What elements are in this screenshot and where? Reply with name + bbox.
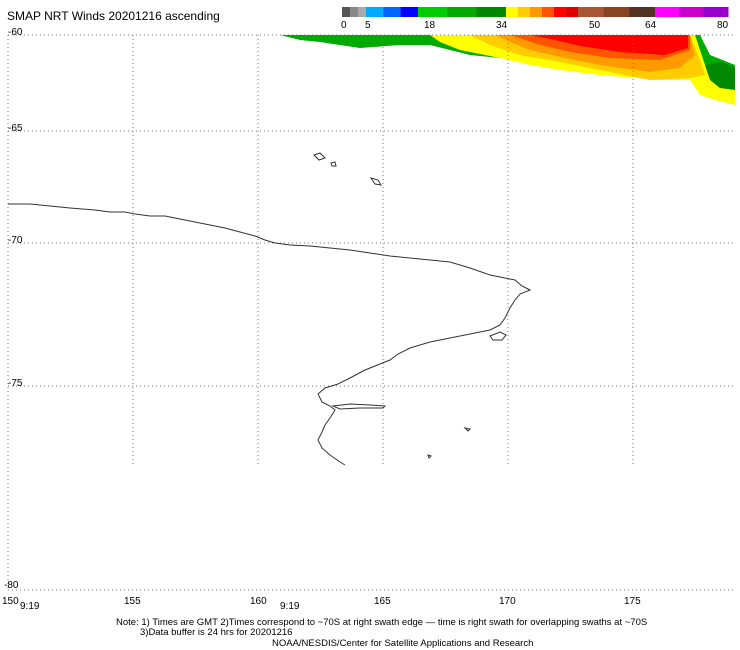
map-title: SMAP NRT Winds 20201216 ascending <box>7 9 220 23</box>
lon-label: 165 <box>374 596 391 607</box>
legend-color-swatch <box>603 7 630 17</box>
legend-color-swatch <box>418 7 448 17</box>
legend-tick-label: 50 <box>589 20 601 31</box>
lon-label: 150 <box>2 596 19 607</box>
legend-color-swatch <box>530 7 543 17</box>
legend-tick-label: 18 <box>424 20 436 31</box>
lat-label: -80 <box>4 580 19 591</box>
lat-label: -75 <box>8 378 23 389</box>
legend-tick-label: 64 <box>645 20 657 31</box>
legend-color-swatch <box>554 7 567 17</box>
lon-label: 160 <box>250 596 267 607</box>
footnote-line: Note: 1) Times are GMT 2)Times correspon… <box>116 617 648 628</box>
lon-label: 175 <box>624 596 641 607</box>
legend-color-swatch <box>518 7 531 17</box>
lat-label: -60 <box>8 27 23 38</box>
legend-color-swatch <box>655 7 680 17</box>
lat-label: -65 <box>8 123 23 134</box>
coastline <box>8 152 532 466</box>
legend-color-swatch <box>506 7 519 17</box>
legend-color-swatch <box>703 7 729 17</box>
swath-time-label: 9:19 <box>280 601 300 612</box>
lat-label: -70 <box>8 235 23 246</box>
legend-color-swatch <box>679 7 705 17</box>
legend-color-swatch <box>476 7 507 17</box>
legend-color-swatch <box>578 7 605 17</box>
wind-swath <box>280 35 735 105</box>
legend-color-swatch <box>447 7 478 17</box>
legend-color-swatch <box>383 7 402 17</box>
lon-label: 155 <box>124 596 141 607</box>
legend-color-swatch <box>629 7 656 17</box>
legend-tick-label: 5 <box>365 20 371 31</box>
legend-color-swatch <box>350 7 359 17</box>
legend-color-swatch <box>342 7 351 17</box>
legend-color-swatch <box>400 7 419 17</box>
legend-tick-label: 0 <box>341 20 347 31</box>
wind-speed-color-legend <box>342 7 729 17</box>
footnote-line: NOAA/NESDIS/Center for Satellite Applica… <box>272 638 534 649</box>
lon-label: 170 <box>499 596 516 607</box>
swath-time-label: 9:19 <box>20 601 40 612</box>
graticule <box>7 34 735 591</box>
legend-color-swatch <box>566 7 579 17</box>
legend-tick-label: 34 <box>496 20 508 31</box>
legend-tick-label: 80 <box>717 20 729 31</box>
legend-color-swatch <box>366 7 384 17</box>
legend-color-swatch <box>542 7 555 17</box>
footnote-line: 3)Data buffer is 24 hrs for 20201216 <box>140 627 293 638</box>
legend-color-swatch <box>358 7 367 17</box>
